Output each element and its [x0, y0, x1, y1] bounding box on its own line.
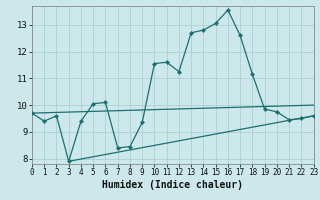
X-axis label: Humidex (Indice chaleur): Humidex (Indice chaleur) [102, 180, 243, 190]
